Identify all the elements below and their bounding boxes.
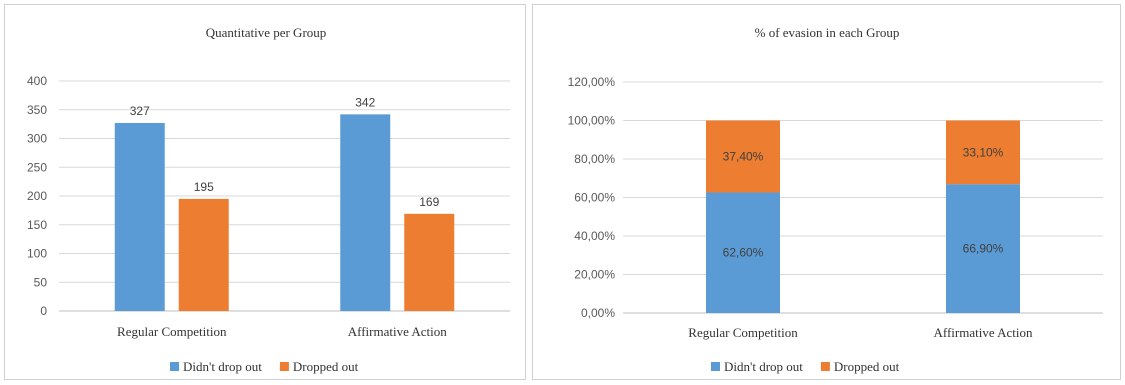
y-tick-label: 20,00%	[574, 268, 615, 282]
bar-dropped-out	[706, 120, 780, 193]
data-label: 66,90%	[963, 242, 1004, 256]
bar-dropped-out	[178, 198, 229, 311]
legend-label: Didn't drop out	[724, 359, 803, 374]
quantitative-chart-panel: Quantitative per Group 0 50 100 150 200 250 30…	[4, 4, 526, 380]
legend-swatch	[711, 362, 720, 371]
bar-dropped-out	[946, 120, 1020, 185]
bar-didnt-drop-out	[340, 114, 391, 311]
y-tick-label: 50	[34, 275, 48, 289]
data-label: 342	[355, 95, 375, 109]
evasion-chart: % of evasion in each Group 0,00% 20,00% 40…	[568, 25, 1103, 374]
data-label: 62,60%	[723, 246, 764, 260]
x-category-label: Regular Competition	[688, 325, 798, 340]
y-tick-label: 200	[27, 189, 47, 203]
bar-didnt-drop-out	[946, 184, 1020, 313]
legend-swatch	[820, 362, 830, 371]
data-label: 327	[130, 104, 150, 118]
legend-label: Didn't drop out	[183, 359, 262, 374]
bar-dropped-out	[404, 213, 455, 311]
y-tick-label: 0	[40, 304, 47, 318]
chart-title: Quantitative per Group	[206, 25, 327, 40]
data-label: 37,40%	[723, 149, 764, 163]
y-tick-label: 400	[27, 74, 47, 88]
chart-title: % of evasion in each Group	[755, 25, 900, 40]
x-category-label: Affirmative Action	[348, 324, 448, 339]
y-tick-label: 60,00%	[574, 191, 615, 205]
legend-label: Dropped out	[834, 359, 900, 374]
legend-swatch	[170, 362, 179, 371]
y-tick-label: 40,00%	[574, 229, 615, 243]
x-category-label: Regular Competition	[117, 324, 227, 339]
x-category-label: Affirmative Action	[933, 325, 1033, 340]
data-label: 195	[194, 180, 214, 194]
quantitative-chart: Quantitative per Group 0 50 100 150 200 250 30…	[27, 25, 510, 374]
legend-label: Dropped out	[293, 359, 359, 374]
bar-didnt-drop-out	[706, 192, 780, 313]
y-tick-label: 100,00%	[568, 114, 616, 128]
y-tick-label: 100	[27, 247, 47, 261]
evasion-chart-panel: % of evasion in each Group 0,00% 20,00% 40…	[532, 4, 1121, 380]
y-tick-label: 350	[27, 103, 47, 117]
data-label: 169	[419, 195, 439, 209]
y-tick-label: 0,00%	[581, 306, 615, 320]
legend-swatch	[279, 362, 289, 371]
y-tick-label: 80,00%	[574, 152, 615, 166]
data-label: 33,10%	[963, 145, 1004, 159]
y-tick-label: 300	[27, 132, 47, 146]
y-tick-label: 120,00%	[568, 75, 616, 89]
bar-didnt-drop-out	[114, 122, 165, 311]
y-tick-label: 250	[27, 160, 47, 174]
y-tick-label: 150	[27, 218, 47, 232]
